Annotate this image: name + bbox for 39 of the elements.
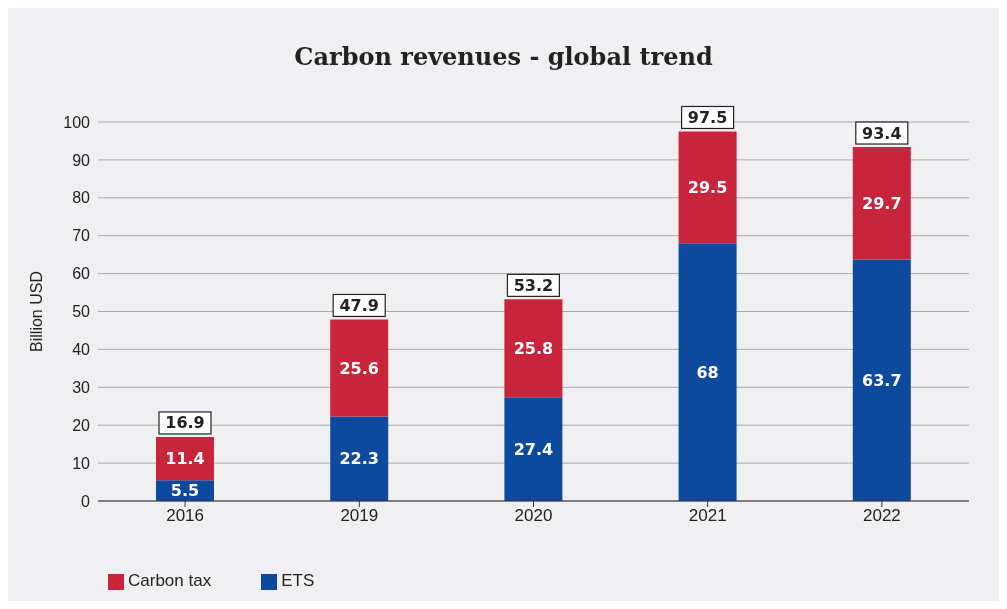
y-tick-label: 100 (63, 113, 91, 131)
data-label: 68 (696, 362, 719, 382)
total-label: 97.5 (687, 107, 728, 127)
x-tick-label: 2022 (862, 506, 901, 526)
total-label: 93.4 (862, 123, 902, 143)
y-tick-label: 0 (81, 492, 91, 510)
y-tick-label: 20 (72, 416, 91, 434)
data-label: 11.4 (165, 449, 205, 469)
x-tick-label: 2021 (688, 506, 727, 526)
bar (852, 259, 911, 501)
data-label: 22.3 (339, 449, 379, 469)
total-label: 47.9 (339, 295, 379, 315)
bar (504, 397, 563, 501)
data-label: 29.5 (687, 178, 728, 198)
data-label: 25.8 (513, 338, 554, 358)
data-label: 29.7 (862, 193, 902, 213)
y-tick-label: 30 (72, 378, 91, 396)
total-label: 16.9 (165, 413, 205, 433)
y-axis-title: Billion USD (27, 271, 45, 352)
data-label: 63.7 (862, 370, 902, 390)
y-tick-label: 70 (72, 227, 91, 245)
data-label: 27.4 (513, 439, 554, 459)
bar (678, 243, 737, 501)
chart-title: Carbon revenues - global trend (293, 41, 714, 73)
y-tick-label: 50 (72, 303, 91, 321)
x-tick-label: 2016 (166, 506, 205, 526)
data-label: 5.5 (170, 481, 200, 501)
data-label: 25.6 (339, 358, 379, 378)
x-tick-label: 2019 (340, 506, 379, 526)
y-tick-label: 40 (72, 341, 91, 359)
y-tick-label: 10 (72, 454, 91, 472)
bar (330, 416, 389, 501)
total-label: 53.2 (513, 275, 554, 295)
y-tick-label: 80 (72, 189, 91, 207)
legend-label: Carbon tax (128, 571, 212, 590)
x-tick-label: 2020 (514, 506, 553, 526)
y-tick-label: 60 (72, 265, 91, 283)
legend-label: ETS (281, 571, 315, 590)
y-tick-label: 90 (72, 151, 91, 169)
